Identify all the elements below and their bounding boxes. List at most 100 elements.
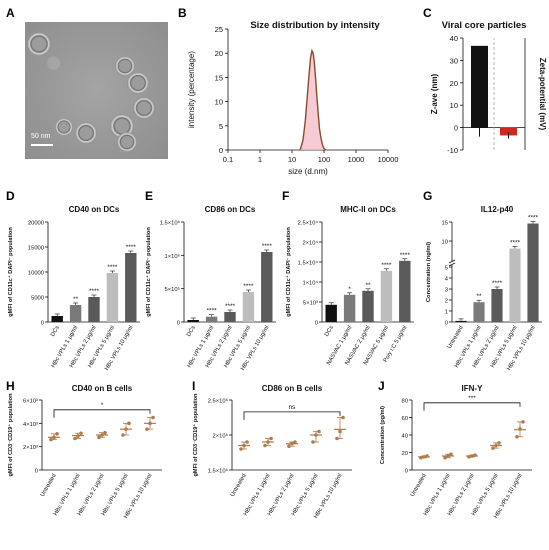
y-tick-label: 25 [215,25,223,34]
y-axis-label: Concentration (pg/ml) [380,406,386,464]
data-point [497,441,501,445]
y-tick-label: 15 [215,73,223,82]
data-point [341,415,345,420]
y-tick-label: 1×10⁶ [165,253,181,260]
data-point [127,421,131,426]
virus-particle [115,56,135,76]
bar [125,253,137,322]
panel-label-b: B [178,6,187,20]
y-tick-label: 5 [445,266,448,272]
y-tick-label: 15 [442,221,448,227]
x-tick-label: HBc VPLs 2 μg/ml [77,473,106,517]
y-tick-label: 6×10³ [23,399,38,405]
panel-label-d: D [6,189,15,203]
x-tick-label: 0.1 [223,155,233,164]
chart-cd86-dcs: CD86 on DCs05×10⁵1×10⁶1.5×10⁶DCs****HBc … [145,205,276,372]
chart-title: IL12-p40 [481,205,514,214]
y-tick-label: 40 [402,434,408,440]
y-tick-label: 2×10⁶ [213,433,229,440]
y-tick-label: 20 [215,49,223,58]
chart-title: IFN-Y [462,384,484,393]
chart-viral-core: Viral core particles -10 0 10 20 30 40 Z-ave (n… [430,20,547,155]
distribution-curve [299,48,327,151]
bar [51,316,63,322]
data-point [242,443,246,448]
y-tick-label: 3 [445,288,448,294]
panel-label-e: E [145,189,153,203]
y-axis-label: gMFI of CD11c⁺ DAPI⁻ population [285,227,292,317]
panel-label-a: A [6,6,15,20]
x-tick-label: HBc VPLs 5 μg/ml [101,473,130,517]
data-point [473,453,477,457]
significance-mark: **** [207,308,218,315]
bar [224,312,236,322]
significance-mark: **** [126,244,137,251]
data-point [467,455,471,459]
y-tick-label: 20000 [28,221,44,227]
significance-mark: **** [400,252,411,259]
x-tick-label: HBc VPLs 1 μg/ml [423,473,452,517]
y-tick-label: 2.5×10⁶ [208,398,229,405]
y-tick-label: 30 [450,56,458,65]
bar [187,320,199,322]
y-tick-label: 1.5×10⁴ [298,260,319,267]
micrograph-image: 50 nm [25,22,168,159]
panel-label-h: H [6,379,15,393]
data-point [103,430,107,435]
x-tick-label: HBc VPLs 2 μg/ml [447,473,476,517]
y-tick-label: 80 [402,399,408,405]
x-tick-label: HBc VPLs 1 μg/ml [243,473,272,517]
bar [509,248,521,322]
virus-particle [133,97,155,119]
x-tick-label: DCs [186,325,197,338]
bar [205,316,218,322]
data-point [52,435,56,440]
y-tick-label: 1×10⁴ [302,280,318,287]
data-point [335,436,339,441]
bar [473,302,485,322]
y-axis-label: gMFI of CD11c⁺ DAPI⁻ population [145,227,152,317]
virus-particle [127,72,149,94]
y-tick-label: 2×10⁴ [302,240,318,247]
bar [261,252,273,322]
x-tick-label: HBc VPLs 2 μg/ml [267,473,296,517]
y-tick-label: 5 [219,122,223,131]
data-point [121,433,125,437]
significance-mark: **** [107,264,118,271]
significance-mark: **** [243,283,254,290]
y-tick-label: 1.5×10⁶ [208,468,229,475]
virus-particle [117,132,137,152]
significance-mark: ** [365,282,371,289]
y-tick-label: 60 [402,416,408,422]
chart-cd40-b-cells: CD40 on B cells 0 2×10³ 4×10³ 6×10³ Untreated… [7,384,162,520]
bar [380,270,393,322]
x-tick-label: HBc VPLs 5 μg/ml [471,473,500,517]
bar [491,289,503,322]
y-tick-label: 0 [177,321,180,327]
data-point [491,446,495,450]
x-tick-label: HBc VPLs 1 μg/ml [53,473,82,517]
y-tick-label: 5×10³ [303,301,318,307]
data-point [521,420,525,424]
data-point [443,455,447,460]
data-point [148,421,152,426]
significance-mark: ns [289,404,297,411]
y-tick-label: 4 [445,277,449,283]
significance-mark: **** [225,303,236,310]
y-tick-label: 0 [41,321,44,327]
data-point [293,440,297,444]
scale-bar [31,144,53,146]
y-tick-label: 20 [402,451,408,457]
y-tick-label: 2.5×10⁴ [298,220,319,227]
virus-particle [55,118,73,136]
bar [527,223,539,322]
data-point [494,443,498,448]
data-point [518,427,522,431]
data-point [97,435,101,440]
data-point [290,441,294,446]
y-tick-label: 5×10⁵ [165,286,181,293]
data-point [145,427,149,431]
significance-bracket [423,402,521,411]
y-tick-label: 0 [219,146,223,155]
